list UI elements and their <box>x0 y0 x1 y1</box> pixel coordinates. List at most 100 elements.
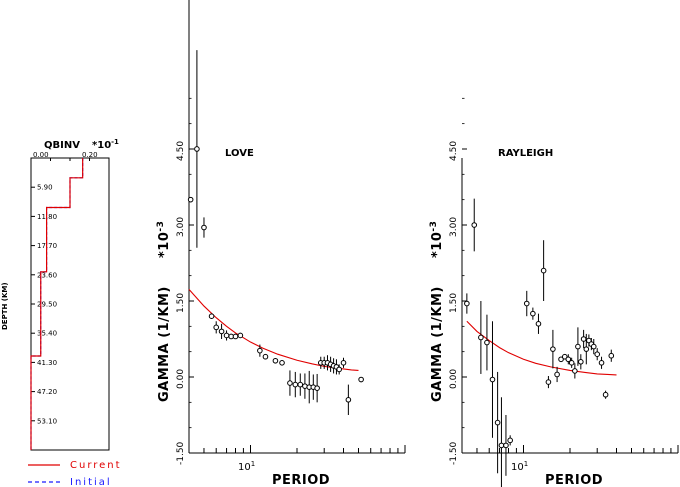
rayleigh-marker <box>602 391 609 398</box>
rayleigh-y-tick-label: 1.50 <box>449 293 459 313</box>
rayleigh-marker <box>498 442 505 449</box>
love-x-ticks <box>188 445 406 453</box>
love-data-point <box>213 321 220 334</box>
love-marker <box>279 360 285 366</box>
rayleigh-fit-line <box>466 320 617 376</box>
love-y-tick-label: 1.50 <box>176 293 186 313</box>
rayleigh-data-point <box>507 435 513 446</box>
rayleigh-marker <box>484 339 490 346</box>
love-data-point <box>314 373 320 403</box>
love-y-axis-title: GAMMA (1/KM) <box>157 286 172 402</box>
love-data-point <box>292 371 299 398</box>
love-data-point <box>306 370 313 404</box>
love-fit-line <box>188 288 359 371</box>
rayleigh-marker <box>594 351 601 357</box>
love-data-point <box>302 373 308 399</box>
rayleigh-x-axis-title: PERIOD <box>545 473 603 487</box>
legend: Current Initial <box>28 460 122 487</box>
rayleigh-x-tick-base: 10 <box>511 462 524 473</box>
love-points <box>187 50 364 416</box>
love-marker <box>262 353 269 360</box>
rayleigh-data-point <box>575 327 581 366</box>
love-data-point <box>257 344 263 357</box>
rayleigh-y-tick-label: -1.50 <box>449 441 459 465</box>
rayleigh-y-axis-title: GAMMA (1/KM) <box>430 286 445 402</box>
rayleigh-marker <box>568 360 575 366</box>
rayleigh-title: RAYLEIGH <box>498 148 553 159</box>
legend-initial-label: Initial <box>70 477 112 487</box>
rayleigh-data-point <box>478 300 484 374</box>
rayleigh-marker <box>545 379 552 385</box>
love-y-tick-label: 4.50 <box>176 141 186 161</box>
love-y-scale-exp: -3 <box>156 221 166 232</box>
rayleigh-y-tick-label: 4.50 <box>449 141 459 161</box>
rayleigh-data-point <box>535 313 542 334</box>
rayleigh-marker <box>489 376 496 383</box>
rayleigh-marker <box>565 356 572 363</box>
love-panel: LOVE 101 PERIOD GAMMA (1/KM) *10-3 -1.50… <box>156 0 406 487</box>
rayleigh-panel: RAYLEIGH 101 PERIOD GAMMA (1/KM) *10-3 -… <box>429 97 679 487</box>
qbinv-y-tick-label: 53.10 <box>37 417 57 425</box>
rayleigh-data-point <box>565 354 572 365</box>
rayleigh-x-tick-exp: 1 <box>524 460 528 468</box>
qbinv-scale-base: *10 <box>92 140 111 151</box>
love-data-point <box>237 332 244 339</box>
rayleigh-marker <box>554 371 560 378</box>
love-marker <box>272 357 279 364</box>
love-data-point <box>340 357 347 368</box>
rayleigh-data-point <box>598 356 605 369</box>
qbinv-y-axis-title: DEPTH (KM) <box>1 282 9 330</box>
love-data-point <box>336 364 342 375</box>
rayleigh-points <box>464 198 615 487</box>
rayleigh-y-tick-label: 3.00 <box>449 217 459 237</box>
qbinv-line-current <box>30 158 84 450</box>
love-data-point <box>232 333 239 340</box>
love-x-tick-label: 101 <box>238 460 255 473</box>
rayleigh-marker <box>583 346 590 352</box>
rayleigh-marker <box>503 442 509 449</box>
love-x-tick-exp: 1 <box>251 460 255 468</box>
rayleigh-marker <box>494 419 501 426</box>
love-marker <box>232 333 239 340</box>
rayleigh-marker <box>478 334 484 341</box>
rayleigh-data-point <box>498 397 505 487</box>
qbinv-scale-label: *10-1 <box>92 138 119 151</box>
love-y-scale-base: *10 <box>157 232 172 258</box>
love-x-axis-title: PERIOD <box>272 473 330 487</box>
love-data-point <box>218 323 225 339</box>
love-data-point <box>272 357 279 364</box>
rayleigh-marker <box>580 336 587 342</box>
rayleigh-data-point <box>484 314 490 371</box>
rayleigh-fit-curve <box>466 320 617 376</box>
rayleigh-data-point <box>530 307 536 320</box>
love-data-point <box>345 384 352 416</box>
qbinv-series <box>30 158 84 450</box>
rayleigh-data-point <box>494 371 501 474</box>
qbinv-y-tick-label: 23.60 <box>37 271 57 279</box>
rayleigh-data-point <box>489 321 496 438</box>
love-y-tick-label: 3.00 <box>176 217 186 237</box>
rayleigh-data-point <box>558 356 564 363</box>
rayleigh-data-point <box>572 363 578 379</box>
qbinv-y-ticks: 5.9011.8017.7023.6029.5035.4041.3047.205… <box>30 158 90 425</box>
love-data-point <box>194 50 200 248</box>
love-y-tick-label: -1.50 <box>176 441 186 465</box>
qbinv-title: QBINV <box>44 140 80 151</box>
rayleigh-data-point <box>580 329 587 349</box>
rayleigh-data-point <box>602 390 609 399</box>
rayleigh-x-tick-label: 101 <box>511 460 528 473</box>
love-marker <box>208 313 215 319</box>
rayleigh-marker <box>608 352 615 359</box>
qbinv-panel: QBINV *10-1 0.00 0.20 DEPTH (KM) 5.9011.… <box>1 138 119 451</box>
qbinv-y-tick-label: 47.20 <box>37 388 57 396</box>
qbinv-x-tick-1: 0.20 <box>82 151 98 159</box>
rayleigh-marker <box>507 437 513 444</box>
love-data-point <box>208 313 215 319</box>
rayleigh-marker <box>535 320 542 327</box>
legend-current-label: Current <box>70 460 122 471</box>
love-marker <box>345 397 352 403</box>
love-marker <box>237 332 244 339</box>
love-marker <box>314 385 320 391</box>
qbinv-y-tick-label: 29.50 <box>37 301 57 309</box>
love-data-point <box>358 376 364 383</box>
